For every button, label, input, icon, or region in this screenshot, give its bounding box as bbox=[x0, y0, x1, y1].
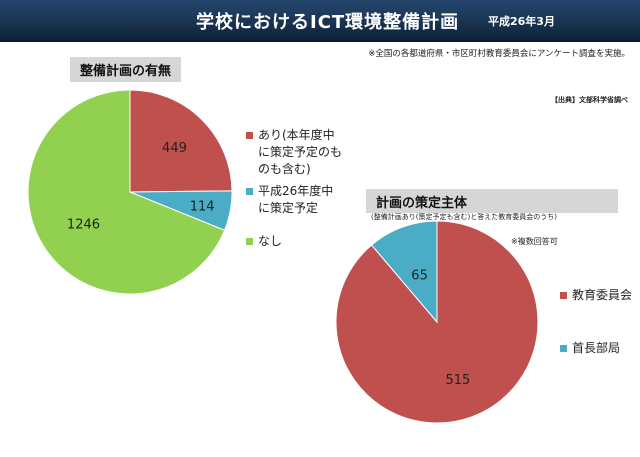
chart1-title: 整備計画の有無 bbox=[70, 57, 182, 82]
chart2-legend-label-0: 教育委員会 bbox=[572, 288, 633, 302]
page-title: 学校におけるICT環境整備計画 bbox=[196, 12, 460, 33]
chart2-legend-item-0: 教育委員会 bbox=[560, 287, 632, 304]
chart1-value-label-0: 449 bbox=[162, 141, 187, 156]
chart1-value-label-2: 1246 bbox=[67, 217, 100, 232]
chart2-title: 計画の策定主体 bbox=[366, 189, 618, 213]
chart2-legend-swatch-1 bbox=[560, 345, 567, 352]
chart2-value-label-1: 65 bbox=[411, 269, 428, 284]
chart2-slice-1 bbox=[370, 220, 438, 324]
chart1-legend-item-0: あり(本年度中 に策定予定のも のも含む) bbox=[246, 127, 342, 178]
chart1-legend-swatch-1 bbox=[246, 188, 253, 195]
chart2-legend-swatch-0 bbox=[560, 292, 567, 299]
chart2-legend-label-1: 首長部局 bbox=[572, 341, 621, 355]
chart1-legend-label-2: なし bbox=[258, 234, 283, 248]
page-date: 平成26年3月 bbox=[488, 15, 555, 28]
chart1-legend-label-1: 平成26年度中 に策定予定 bbox=[258, 184, 334, 215]
chart2-legend-item-1: 首長部局 bbox=[560, 340, 620, 357]
source-note: 【出典】文部科学省調べ bbox=[551, 96, 628, 104]
chart1-value-label-1: 114 bbox=[190, 200, 215, 215]
chart2-subtitle: (整備計画あり(策定予定も含む)と答えた教育委員会のうち) bbox=[371, 213, 557, 221]
title-bar: 学校におけるICT環境整備計画 平成26年3月 bbox=[0, 0, 640, 42]
chart1-legend-item-1: 平成26年度中 に策定予定 bbox=[246, 183, 333, 217]
chart1-legend-item-2: なし bbox=[246, 233, 282, 250]
chart1-slice-2 bbox=[27, 89, 226, 295]
survey-note: ※全国の各都道府県・市区町村教育委員会にアンケート調査を実施。 bbox=[368, 49, 630, 59]
chart1-legend-swatch-2 bbox=[246, 238, 253, 245]
chart2-note: ※複数回答可 bbox=[511, 237, 558, 246]
chart1-slice-0 bbox=[129, 89, 233, 193]
chart1-legend-swatch-0 bbox=[246, 132, 253, 139]
chart1-legend-label-0: あり(本年度中 に策定予定のも のも含む) bbox=[258, 128, 343, 176]
chart2-value-label-0: 515 bbox=[445, 373, 470, 388]
